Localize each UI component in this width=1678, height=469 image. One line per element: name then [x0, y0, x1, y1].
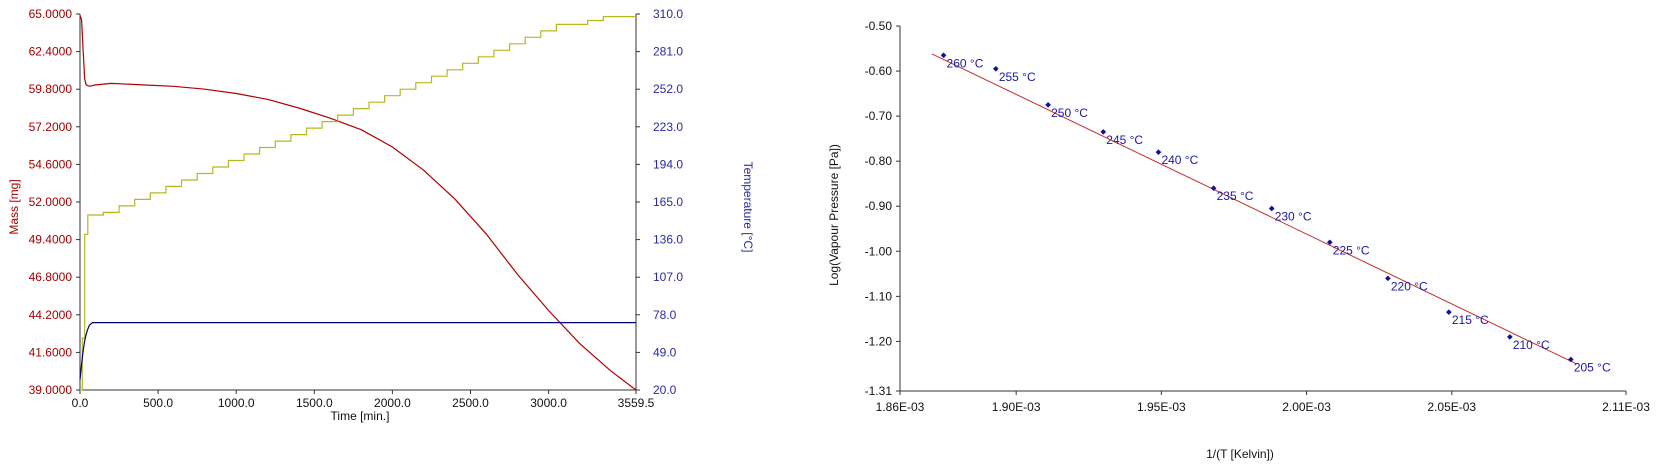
mass-series-line	[79, 15, 637, 391]
data-point-marker	[1507, 334, 1513, 340]
left-y-tick-label: 65.0000	[29, 7, 73, 21]
right-y-tick-label: -0.90	[865, 199, 893, 213]
data-point-label: 230 °C	[1275, 210, 1312, 224]
data-point-marker	[1567, 356, 1574, 363]
left-y-tick-label: 41.6000	[29, 345, 73, 359]
left-x-tick-label: 0.0	[72, 396, 89, 410]
left-x-tick-label: 2500.0	[452, 396, 489, 410]
data-point-label: 205 °C	[1574, 360, 1611, 374]
right-x-tick-label: 2.11E-03	[1602, 400, 1650, 414]
left-y2-tick-label: 310.0	[653, 7, 683, 21]
left-y2-tick-label: 136.0	[653, 233, 683, 247]
right-x-tick-label: 2.00E-03	[1282, 400, 1331, 414]
right-x-tick-label: 2.05E-03	[1427, 400, 1476, 414]
left-x-tick-label: 1000.0	[218, 396, 255, 410]
vapour-pressure-plot-area: 1.86E-03 1.90E-03 1.95E-03 2.00E-03 2.05E-03…	[865, 19, 1651, 414]
left-y2-tick-label: 252.0	[653, 82, 683, 96]
left-y2-tick-label: 223.0	[653, 120, 683, 134]
right-x-tick-label: 1.90E-03	[992, 400, 1041, 414]
data-point-label: 215 °C	[1452, 313, 1489, 327]
left-x-axis-title: Time [min.]	[331, 409, 390, 423]
left-y-tick-label: 52.0000	[29, 195, 73, 209]
data-point-marker	[940, 52, 947, 59]
left-y2-tick-label: 281.0	[653, 45, 683, 59]
right-y-tick-label: -1.00	[865, 244, 893, 258]
left-y-tick-label: 54.6000	[29, 157, 73, 171]
data-point-marker	[993, 65, 999, 72]
data-point-label: 255 °C	[999, 70, 1036, 84]
mass-temperature-chart: 0.0 500.0 1000.0 1500.0 2000.0 2500.0 3000.0 35…	[7, 7, 755, 423]
left-x-tick-label: 1500.0	[296, 396, 333, 410]
left-y2-tick-label: 49.0	[653, 345, 677, 359]
left-y-tick-label: 49.4000	[29, 233, 73, 247]
left-y-tick-label: 44.2000	[29, 308, 73, 322]
data-point-marker	[1100, 129, 1107, 135]
secondary-temperature-series-line	[79, 322, 636, 380]
regression-fit-line	[931, 53, 1577, 365]
left-y-tick-label: 62.4000	[29, 45, 73, 59]
mass-temperature-plot-area: 0.0 500.0 1000.0 1500.0 2000.0 2500.0 3000.0 35…	[29, 7, 684, 410]
data-point-marker	[1210, 185, 1217, 192]
data-point-label: 220 °C	[1391, 279, 1428, 293]
right-y-tick-label: -1.31	[865, 384, 893, 398]
right-y-tick-label: -0.80	[865, 154, 893, 168]
data-point-label: 240 °C	[1161, 153, 1198, 167]
left-y2-tick-label: 107.0	[653, 270, 683, 284]
left-x-tick-label: 2000.0	[374, 396, 411, 410]
left-y2-tick-label: 165.0	[653, 195, 683, 209]
vapour-pressure-chart: 1.86E-03 1.90E-03 1.95E-03 2.00E-03 2.05E-03…	[827, 19, 1651, 461]
data-point-marker	[1385, 275, 1391, 282]
data-point-marker	[1326, 239, 1333, 246]
data-point-label: 250 °C	[1051, 106, 1088, 120]
data-point-marker	[1268, 205, 1275, 212]
left-x-tick-label: 500.0	[143, 396, 173, 410]
right-x-axis-title: 1/(T [Kelvin])	[1206, 447, 1274, 461]
right-x-tick-label: 1.86E-03	[876, 400, 925, 414]
data-point-label: 225 °C	[1333, 243, 1370, 257]
right-y-tick-label: -0.60	[865, 64, 893, 78]
left-y2-tick-label: 20.0	[653, 383, 677, 397]
right-x-tick-label: 1.95E-03	[1137, 400, 1186, 414]
data-point-marker	[1155, 149, 1162, 156]
left-y2-tick-label: 78.0	[653, 308, 677, 322]
left-y2-axis-title: Temperature [°C]	[741, 162, 755, 253]
left-x-tick-label: 3559.5	[618, 396, 655, 410]
left-x-tick-label: 3000.0	[530, 396, 567, 410]
right-y-tick-label: -1.20	[865, 334, 893, 348]
right-y-axis-title: Log(Vapour Pressure [Pa])	[827, 144, 841, 286]
sample-temperature-series-line	[80, 16, 636, 391]
data-point-marker	[1446, 309, 1452, 315]
left-y-tick-label: 59.8000	[29, 82, 73, 96]
left-y-axis-title: Mass [mg]	[7, 179, 21, 234]
left-y-tick-label: 57.2000	[29, 120, 73, 134]
data-point-marker	[1045, 102, 1051, 108]
data-point-label: 235 °C	[1217, 189, 1254, 203]
data-point-label: 260 °C	[947, 56, 984, 70]
left-y-tick-label: 46.8000	[29, 270, 73, 284]
right-y-tick-label: -0.70	[865, 109, 893, 123]
left-y-tick-label: 39.0000	[29, 383, 73, 397]
data-point-label: 210 °C	[1513, 338, 1550, 352]
data-point-label: 245 °C	[1106, 133, 1143, 147]
right-y-tick-label: -1.10	[865, 289, 893, 303]
right-y-tick-label: -0.50	[865, 19, 893, 33]
left-y2-tick-label: 194.0	[653, 157, 683, 171]
